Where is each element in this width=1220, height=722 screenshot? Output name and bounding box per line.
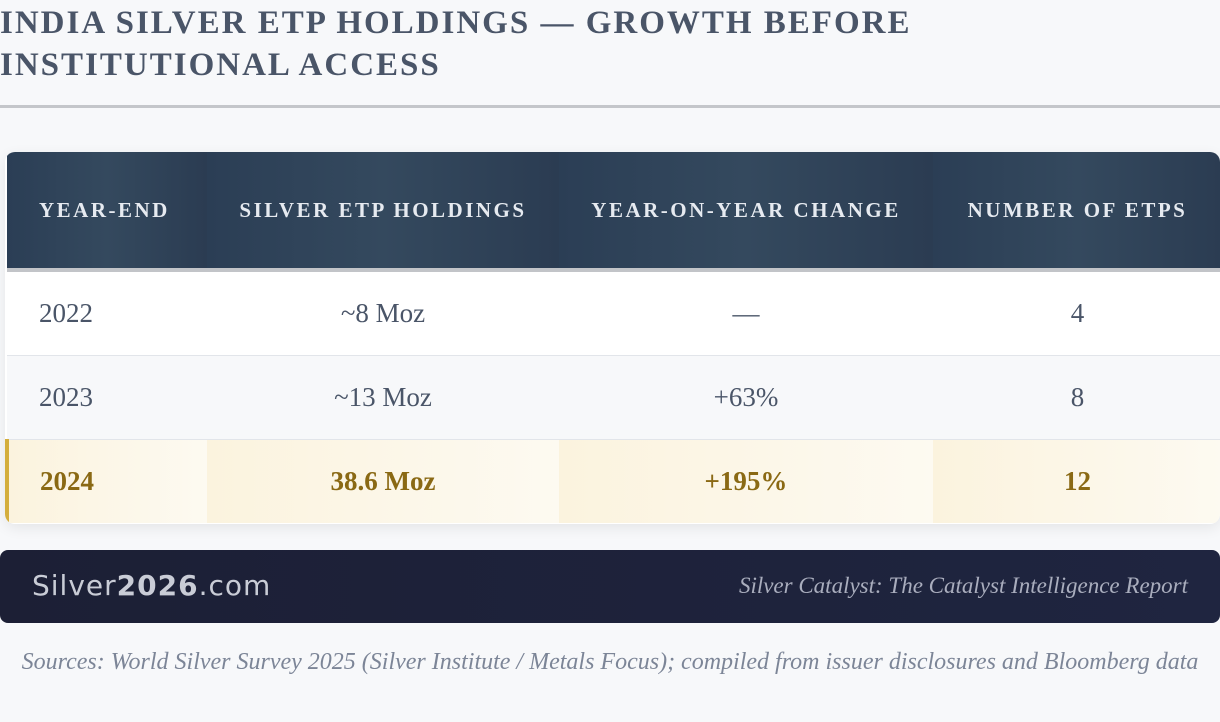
footer: Silver2026.com Silver Catalyst: The Cata…: [0, 550, 1220, 623]
table-cell: 4: [933, 270, 1220, 356]
table-cell: +195%: [559, 439, 933, 523]
title-rule: [0, 105, 1220, 108]
page-title: INDIA SILVER ETP HOLDINGS — GROWTH BEFOR…: [0, 5, 912, 83]
table-cell: 2024: [5, 439, 207, 523]
table-cell: ~8 Moz: [207, 270, 559, 356]
table-cell: 8: [933, 355, 1220, 440]
table-cell: 2022: [7, 270, 207, 356]
data-table: YEAR-END SILVER ETP HOLDINGS YEAR-ON-YEAR …: [5, 152, 1220, 523]
table-row: 2022 ~8 Moz —4: [7, 270, 1220, 356]
brand: Silver2026.com: [32, 569, 271, 602]
brand-part: .com: [198, 569, 272, 602]
column-header: YEAR-ON-YEAR CHANGE: [559, 152, 933, 272]
table-cell: —: [559, 270, 933, 356]
tagline: Silver Catalyst: The Catalyst Intelligen…: [738, 573, 1188, 598]
table-row: 2024 38.6 Moz +195% 12: [5, 439, 1220, 523]
table-cell: 12: [933, 439, 1220, 523]
column-header: NUMBER OF ETPS: [933, 152, 1220, 272]
brand-part: 2026: [116, 569, 199, 602]
table-cell: +63%: [559, 355, 933, 440]
table-card: YEAR-END SILVER ETP HOLDINGS YEAR-ON-YEAR …: [5, 152, 1220, 524]
table-row: 2023 ~13 Moz +63% 8: [7, 355, 1220, 440]
table-cell: ~13 Moz: [207, 355, 559, 440]
table-body: 2022 ~8 Moz —4 2023 ~13 Moz +63% 8 2024 38.6 Moz…: [5, 270, 1220, 523]
table-cell: 2023: [7, 355, 207, 440]
column-header: YEAR-END: [7, 152, 207, 272]
brand-part: Silver: [32, 569, 117, 602]
source-note: Sources: World Silver Survey 2025 (Silve…: [21, 649, 1199, 675]
header-row: YEAR-END SILVER ETP HOLDINGS YEAR-ON-YEAR …: [7, 152, 1220, 272]
column-header: SILVER ETP HOLDINGS: [207, 152, 559, 272]
table-cell: 38.6 Moz: [207, 439, 559, 523]
